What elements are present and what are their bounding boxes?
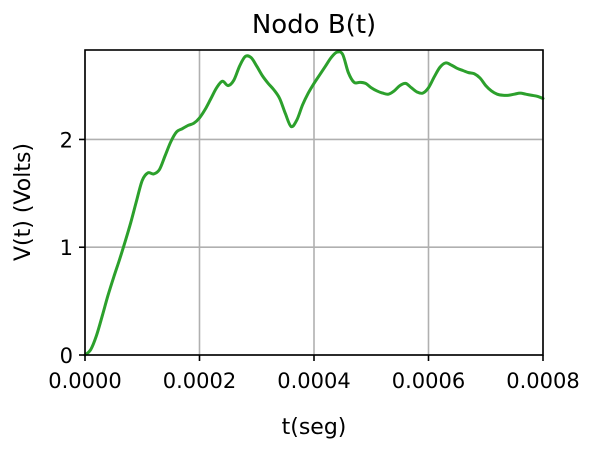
x-axis: 0.0000 0.0002 0.0004 0.0006 0.0008: [48, 355, 580, 393]
y-tick-label: 0: [60, 344, 73, 368]
x-tick-label: 0.0008: [506, 369, 579, 393]
series-layer: [83, 50, 545, 357]
y-axis: 0 1 2: [60, 128, 85, 368]
x-tick-label: 0.0002: [163, 369, 236, 393]
chart-title: Nodo B(t): [252, 10, 376, 40]
x-tick-label: 0.0000: [48, 369, 121, 393]
x-tick-label: 0.0006: [392, 369, 465, 393]
series-line: [83, 50, 545, 357]
y-tick-label: 1: [60, 236, 73, 260]
y-tick-label: 2: [60, 128, 73, 152]
x-tick-label: 0.0004: [277, 369, 350, 393]
y-axis-label: V(t) (Volts): [11, 143, 36, 261]
x-axis-label: t(seg): [282, 415, 347, 440]
